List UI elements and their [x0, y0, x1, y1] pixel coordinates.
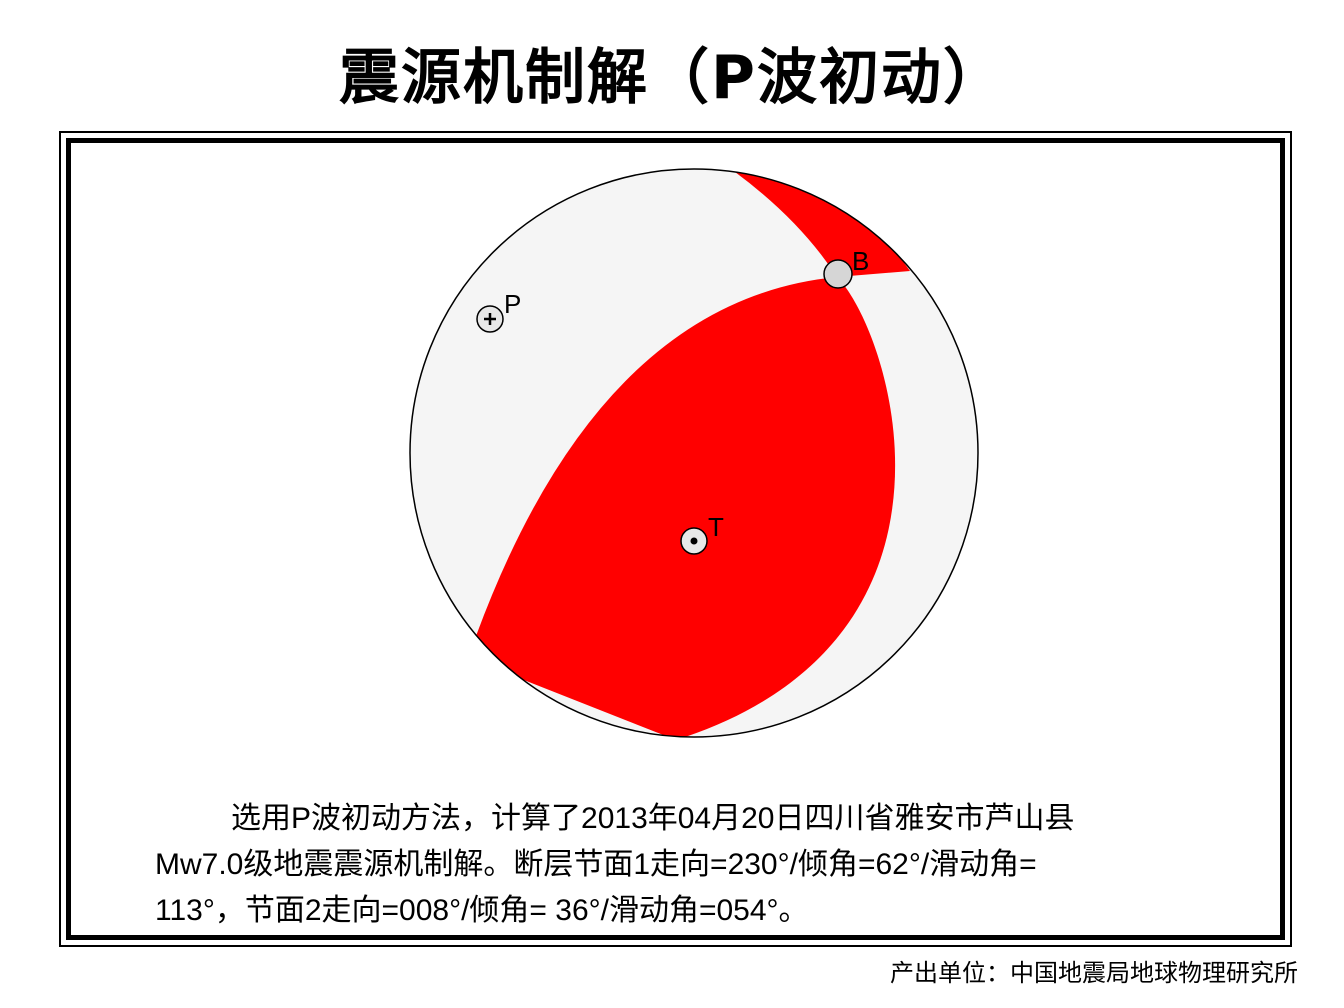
inner-frame: [66, 138, 1285, 940]
t-axis-marker: [680, 527, 708, 555]
beachball-outline: [409, 168, 979, 738]
p-axis-marker: [476, 305, 504, 333]
page-title: 震源机制解（P波初动）: [339, 43, 1005, 113]
compression-quadrant-large: [473, 277, 896, 737]
b-axis-label: B: [852, 246, 869, 276]
p-axis-label: P: [504, 289, 521, 319]
t-axis-label: T: [708, 512, 724, 542]
compression-quadrant-small: [720, 169, 910, 277]
b-axis-marker: [823, 259, 853, 289]
outer-frame: [59, 131, 1292, 947]
focal-mechanism-beachball: P T B: [409, 168, 979, 738]
description-line-1: 选用P波初动方法，计算了2013年04月20日四川省雅安市芦山县: [231, 802, 1075, 835]
description-line-3: 113°，节面2走向=008°/倾角= 36°/滑动角=054°。: [155, 894, 809, 927]
producer-credit: 产出单位：中国地震局地球物理研究所: [890, 959, 1298, 987]
description-line-2: Mw7.0级地震震源机制解。断层节面1走向=230°/倾角=62°/滑动角=: [155, 848, 1037, 881]
mechanism-description: 选用P波初动方法，计算了2013年04月20日四川省雅安市芦山县 Mw7.0级地…: [155, 796, 1195, 934]
